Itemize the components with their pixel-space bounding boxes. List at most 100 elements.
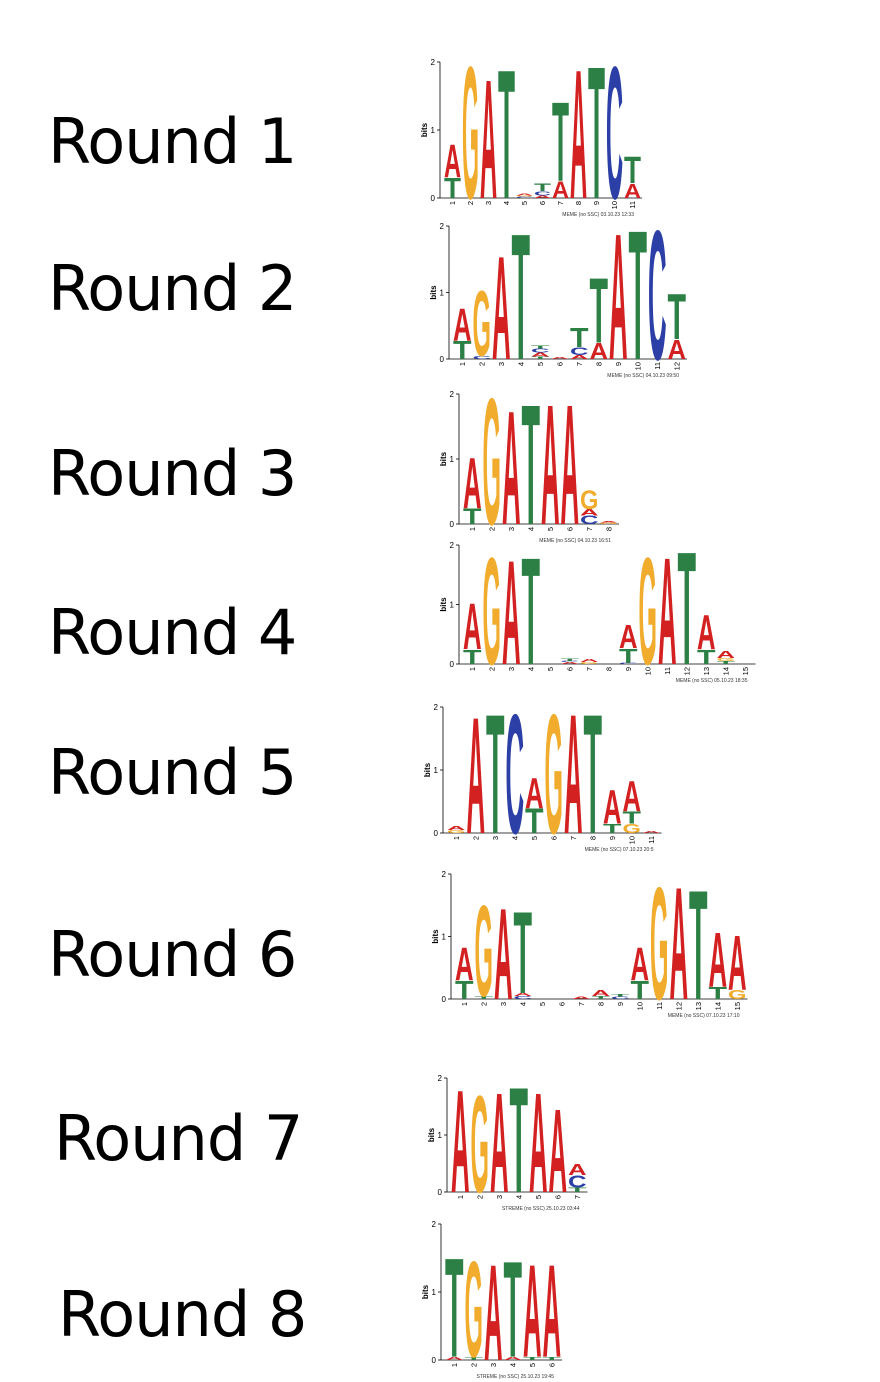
x-tick-label: 15 bbox=[741, 667, 750, 675]
logo-letter-T: T bbox=[603, 821, 622, 836]
logo-letter-C: C bbox=[514, 995, 533, 1000]
y-tick-label: 1 bbox=[438, 1131, 443, 1140]
logo-footer: STREME (no SSC) 25.10.23 19:45 bbox=[476, 1374, 554, 1380]
x-tick-label: 1 bbox=[458, 362, 467, 366]
logo-letter-T: T bbox=[697, 646, 716, 668]
x-tick-label: 5 bbox=[538, 1002, 547, 1006]
logo-letter-T: T bbox=[512, 197, 531, 398]
x-tick-label: 1 bbox=[460, 1002, 469, 1006]
logo-letter-C: C bbox=[506, 679, 525, 869]
logo-letter-A: A bbox=[453, 298, 472, 350]
logo-footer: MEME (no SSC) 07.10.23 20:5 bbox=[585, 847, 654, 853]
logo-letter-T: T bbox=[709, 984, 728, 1003]
logo-letter-T: T bbox=[531, 356, 550, 360]
x-tick-label: 6 bbox=[565, 667, 574, 671]
y-axis-label: bits bbox=[439, 451, 448, 466]
logo-letter-G: G bbox=[516, 195, 533, 197]
logo-letter-A: A bbox=[568, 1161, 587, 1179]
x-tick-label: 11 bbox=[655, 1002, 664, 1010]
x-tick-label: 13 bbox=[702, 667, 711, 675]
logo-letter-G: G bbox=[465, 1233, 483, 1382]
x-tick-label: 3 bbox=[499, 1002, 508, 1006]
x-tick-label: 9 bbox=[614, 362, 623, 366]
logo-letter-A: A bbox=[603, 781, 622, 835]
y-tick-label: 1 bbox=[450, 455, 455, 464]
logo-letter-A: A bbox=[502, 529, 521, 696]
x-tick-label: 7 bbox=[569, 836, 578, 840]
x-tick-label: 4 bbox=[514, 1195, 523, 1199]
logo-letter-T: T bbox=[624, 150, 641, 192]
x-tick-label: 3 bbox=[497, 362, 506, 366]
y-tick-label: 2 bbox=[438, 1074, 443, 1083]
logo-letter-T: T bbox=[514, 889, 533, 1019]
logo-letter-C: C bbox=[531, 347, 550, 353]
sequence-logo: 0 1 2 bits T A 1 G 2 A 3 T 4 5 A C T 6 G A 7 8 C T A 9 G 10 A 11 T 12 T A… bbox=[437, 518, 800, 699]
logo-letter-A: A bbox=[609, 198, 628, 398]
x-tick-label: 2 bbox=[469, 1363, 478, 1367]
logo-letter-A: A bbox=[668, 334, 687, 365]
logo-letter-T: T bbox=[453, 335, 472, 364]
logo-letter-A: A bbox=[525, 769, 544, 818]
logo-letter-A: A bbox=[463, 444, 482, 524]
logo-letter-A: A bbox=[447, 825, 466, 831]
logo-letter-A: A bbox=[670, 855, 689, 1034]
logo-letter-C: C bbox=[561, 661, 580, 663]
logo-letter-G: G bbox=[728, 988, 746, 1002]
logo-letter-A: A bbox=[551, 356, 570, 359]
x-tick-label: 15 bbox=[733, 1002, 742, 1010]
x-tick-label: 1 bbox=[452, 836, 461, 840]
logo-letter-A: A bbox=[717, 649, 736, 660]
logo-letter-A: A bbox=[619, 619, 638, 656]
logo-letter-T: T bbox=[463, 646, 482, 668]
round-label: Round 3 bbox=[48, 437, 297, 510]
x-tick-label: 8 bbox=[596, 1002, 605, 1006]
x-tick-label: 14 bbox=[713, 1002, 722, 1010]
x-tick-label: 8 bbox=[588, 836, 597, 840]
logo-letter-G: G bbox=[471, 1068, 489, 1223]
round-label: Round 1 bbox=[48, 105, 297, 178]
logo-letter-C: C bbox=[580, 514, 599, 527]
sequence-logo: 0 1 2 bits T A 1 T G 2 A 3 C A T 4 5 6 A 7 T A 8 C T 9 T A 10 G 11 A 12 T… bbox=[429, 855, 792, 1034]
x-tick-label: 5 bbox=[528, 1363, 537, 1367]
y-tick-label: 1 bbox=[440, 289, 445, 298]
y-tick-label: 0 bbox=[434, 829, 439, 838]
x-tick-label: 7 bbox=[575, 362, 584, 366]
x-tick-label: 8 bbox=[604, 667, 613, 671]
logo-letter-T: T bbox=[584, 678, 603, 869]
logo-letter-T: T bbox=[522, 527, 541, 698]
round-label: Round 6 bbox=[48, 918, 297, 991]
logo-letter-G: G bbox=[545, 679, 563, 870]
round-label: Round 8 bbox=[58, 1278, 307, 1351]
round-label: Round 7 bbox=[54, 1102, 303, 1175]
sequence-logo: 0 1 2 bits G A 1 A 2 T 3 C 4 T A 5 G 6 A 7 T 8 T A 9 G T A 10 A 11 MEME… bbox=[421, 678, 706, 869]
logo-letter-T: T bbox=[717, 660, 736, 665]
logo-letter-G: G bbox=[483, 361, 501, 563]
x-tick-label: 10 bbox=[635, 1002, 644, 1010]
y-tick-label: 2 bbox=[434, 703, 439, 712]
round-label: Round 4 bbox=[48, 596, 297, 669]
logo-letter-A: A bbox=[504, 1356, 523, 1361]
x-tick-label: 6 bbox=[565, 527, 574, 531]
logo-letter-T: T bbox=[561, 658, 580, 662]
logo-letter-C: C bbox=[473, 355, 492, 360]
x-tick-label: 7 bbox=[573, 1195, 582, 1199]
x-tick-label: 3 bbox=[489, 1363, 498, 1367]
logo-footer: STREME (no SSC) 25.10.23 03:44 bbox=[502, 1206, 580, 1212]
logo-letter-A: A bbox=[531, 351, 550, 357]
x-tick-label: 10 bbox=[610, 201, 619, 209]
logo-letter-A: A bbox=[529, 1063, 548, 1223]
x-tick-label: 9 bbox=[616, 1002, 625, 1006]
logo-letter-A: A bbox=[514, 992, 533, 997]
logo-letter-T: T bbox=[678, 518, 697, 699]
x-tick-label: 1 bbox=[448, 201, 457, 205]
logo-letter-T: T bbox=[531, 344, 551, 349]
logo-letter-T: T bbox=[611, 993, 630, 997]
sequence-logo: 0 1 2 bits T A 1 G 2 A 3 T 4 A 5 A 6 C A G 7 G A 8 MEME (no SSC)… bbox=[437, 361, 663, 563]
logo-letter-C: C bbox=[534, 190, 551, 197]
logo-footer: MEME (no SSC) 07.10.23 17:10 bbox=[668, 1013, 740, 1019]
logo-letter-C: C bbox=[568, 1172, 587, 1192]
logo-letter-T: T bbox=[592, 995, 611, 1000]
x-tick-label: 3 bbox=[491, 836, 500, 840]
logo-letter-T: T bbox=[498, 32, 515, 238]
